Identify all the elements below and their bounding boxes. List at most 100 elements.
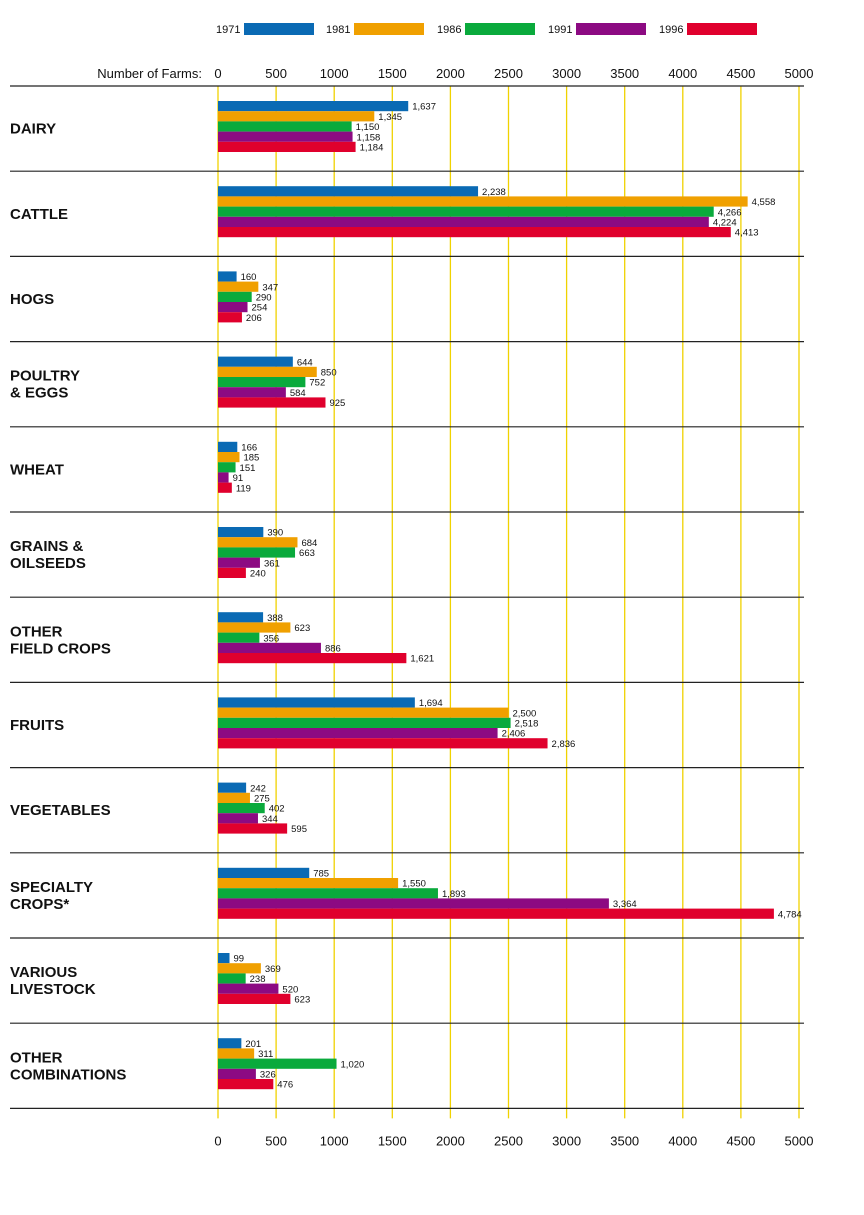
- value-label-1996: 623: [294, 995, 310, 1006]
- bar-1971: [218, 527, 264, 538]
- value-label-1996: 240: [250, 569, 266, 580]
- value-label-1991: 254: [252, 303, 268, 314]
- bar-1986: [218, 206, 714, 217]
- x-tick-bottom-3000: 3000: [552, 1133, 581, 1148]
- x-tick-bottom-4500: 4500: [726, 1133, 755, 1148]
- x-tick-top-5000: 5000: [785, 66, 814, 81]
- bar-1991: [218, 216, 709, 227]
- bar-1986: [218, 973, 246, 984]
- value-label-1996: 2,836: [552, 739, 576, 750]
- bar-1986: [218, 717, 511, 728]
- bar-1996: [218, 653, 407, 664]
- legend-swatch-1991: [576, 23, 646, 35]
- value-label-1971: 1,637: [412, 102, 436, 113]
- bar-1981: [218, 792, 250, 803]
- category-label: DAIRY: [10, 121, 56, 138]
- value-label-1971: 201: [245, 1039, 261, 1050]
- bar-1971: [218, 953, 230, 964]
- value-label-1991: 1,158: [357, 132, 381, 143]
- bar-1986: [218, 121, 352, 132]
- category-dividers: [10, 85, 804, 1110]
- value-label-1991: 91: [233, 473, 244, 484]
- category-label: & EGGS: [10, 385, 68, 402]
- bar-1971: [218, 186, 479, 197]
- value-label-1981: 4,558: [752, 197, 776, 208]
- x-tick-top-3500: 3500: [610, 66, 639, 81]
- bar-1996: [218, 738, 548, 749]
- x-tick-bottom-5000: 5000: [785, 1133, 814, 1148]
- bar-1991: [218, 642, 321, 653]
- bar-1971: [218, 612, 264, 623]
- x-tick-top-4500: 4500: [726, 66, 755, 81]
- bar-1986: [218, 888, 438, 899]
- value-label-1981: 275: [254, 794, 270, 805]
- value-label-1986: 752: [309, 378, 325, 389]
- value-label-1981: 347: [262, 282, 278, 293]
- bar-1991: [218, 131, 353, 142]
- value-label-1991: 2,406: [502, 729, 526, 740]
- bars: [218, 101, 774, 1090]
- category-label: WHEAT: [10, 461, 64, 478]
- value-label-1991: 520: [282, 984, 298, 995]
- category-label: OILSEEDS: [10, 555, 86, 572]
- x-tick-top-500: 500: [265, 66, 287, 81]
- x-tick-top-4000: 4000: [668, 66, 697, 81]
- value-label-1981: 623: [294, 623, 310, 634]
- x-tick-bottom-2000: 2000: [436, 1133, 465, 1148]
- x-tick-bottom-0: 0: [214, 1133, 221, 1148]
- x-tick-bottom-3500: 3500: [610, 1133, 639, 1148]
- value-label-1971: 390: [267, 528, 283, 539]
- bar-1981: [218, 537, 298, 548]
- bar-1981: [218, 707, 509, 718]
- bar-1971: [218, 356, 293, 367]
- value-label-1981: 311: [258, 1049, 273, 1060]
- bar-1996: [218, 1079, 274, 1090]
- bar-1991: [218, 813, 258, 824]
- bar-1971: [218, 101, 409, 112]
- value-label-1981: 369: [265, 964, 281, 975]
- value-label-1996: 595: [291, 824, 307, 835]
- x-tick-bottom-500: 500: [265, 1133, 287, 1148]
- bar-1991: [218, 472, 229, 483]
- bar-1986: [218, 291, 252, 302]
- value-label-1991: 584: [290, 388, 306, 399]
- value-label-1981: 850: [321, 368, 337, 379]
- bar-1981: [218, 452, 240, 463]
- value-label-1986: 1,893: [442, 889, 466, 900]
- x-tick-bottom-2500: 2500: [494, 1133, 523, 1148]
- bar-1996: [218, 227, 731, 238]
- legend-label-1991: 1991: [548, 24, 572, 36]
- x-tick-top-2500: 2500: [494, 66, 523, 81]
- value-label-1981: 684: [301, 538, 317, 549]
- legend-label-1971: 1971: [216, 24, 240, 36]
- value-label-1986: 1,150: [356, 122, 380, 133]
- value-label-1986: 290: [256, 293, 272, 304]
- x-axis-top-ticks: 0 500 1000 1500 2000 2500 3000 3500 4000 4500 5000: [214, 66, 813, 81]
- bar-1986: [218, 1058, 337, 1069]
- x-tick-top-2000: 2000: [436, 66, 465, 81]
- x-tick-bottom-4000: 4000: [668, 1133, 697, 1148]
- value-label-1996: 476: [277, 1080, 293, 1091]
- category-label: COMBINATIONS: [10, 1066, 126, 1083]
- bar-1991: [218, 983, 279, 994]
- grid-lines: [217, 86, 800, 1119]
- value-label-1981: 1,345: [378, 112, 402, 123]
- value-label-1986: 402: [269, 804, 285, 815]
- value-label-1996: 1,621: [410, 654, 434, 665]
- bar-1996: [218, 567, 246, 578]
- bar-1986: [218, 462, 236, 473]
- bar-1996: [218, 993, 291, 1004]
- bar-1986: [218, 803, 265, 814]
- bar-1971: [218, 867, 310, 878]
- value-label-1971: 644: [297, 357, 313, 368]
- category-label: CATTLE: [10, 206, 68, 223]
- bar-1991: [218, 387, 286, 398]
- category-label: VEGETABLES: [10, 802, 111, 819]
- value-label-1991: 326: [260, 1070, 276, 1081]
- value-label-1996: 206: [246, 313, 262, 324]
- chart-legend: 1971 1981 1986 1991 1996: [216, 23, 757, 36]
- value-label-1991: 4,224: [713, 218, 737, 229]
- value-label-1991: 344: [262, 814, 278, 825]
- value-label-1991: 361: [264, 558, 280, 569]
- value-label-1971: 388: [267, 613, 283, 624]
